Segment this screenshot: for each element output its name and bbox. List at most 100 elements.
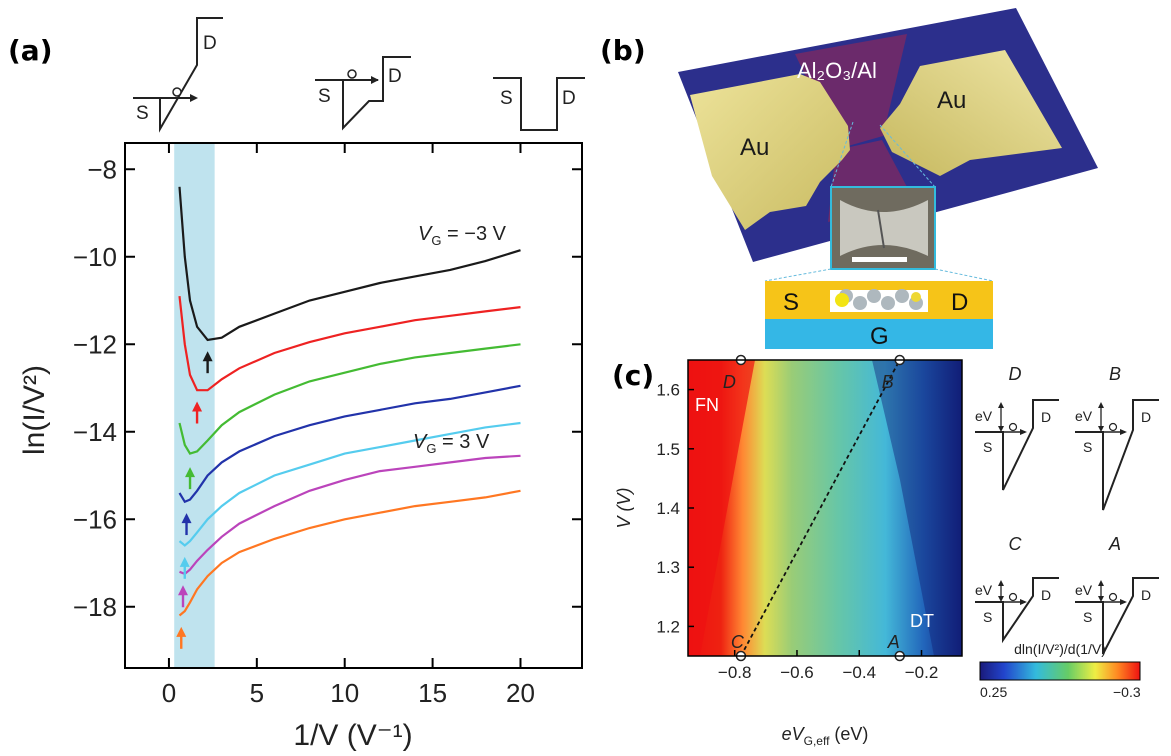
y-tick-label: 1.6 bbox=[656, 381, 680, 400]
min-arrow-1 bbox=[202, 351, 213, 374]
plot-c: −0.8 −0.6 −0.4 −0.2 1.2 1.3 1.4 1.5 1.6 D B C A bbox=[656, 354, 938, 682]
y-tick-label: −14 bbox=[73, 417, 117, 447]
y-tick-label: 1.4 bbox=[656, 499, 680, 518]
inset-letter: C bbox=[1009, 534, 1023, 554]
inset-s-label: S bbox=[1083, 609, 1092, 625]
y-tick-label: −10 bbox=[73, 242, 117, 272]
x-tick-label: −0.8 bbox=[718, 663, 752, 682]
colorbar-title: dln(I/V²)/d(1/V) bbox=[1014, 641, 1106, 657]
inset-d: DeV S D bbox=[975, 364, 1059, 491]
au-left-label: Au bbox=[740, 134, 769, 161]
band-3-d-label: D bbox=[562, 88, 576, 109]
series-line-2 bbox=[178, 295, 521, 392]
device-cross-section bbox=[765, 281, 993, 349]
band-2-s-label: S bbox=[318, 86, 331, 107]
inset-a: AeV S D bbox=[1075, 534, 1159, 655]
inset-electron bbox=[1108, 592, 1118, 602]
colorbar bbox=[979, 661, 1141, 681]
y-tick-label: 1.5 bbox=[656, 440, 680, 459]
inset-ev-head-top bbox=[998, 402, 1004, 408]
al2o3-label: Al₂O₃/Al bbox=[797, 58, 877, 83]
point-label-d: D bbox=[723, 372, 736, 392]
inset-electron bbox=[1008, 422, 1018, 432]
inset-c: CeV S D bbox=[975, 534, 1059, 644]
min-arrow-2 bbox=[192, 401, 203, 424]
cross-section-d: D bbox=[951, 289, 968, 316]
plot-c-frame bbox=[687, 359, 963, 657]
min-arrow-head bbox=[176, 626, 187, 637]
series-line-1 bbox=[178, 186, 521, 342]
inset-electron bbox=[1108, 422, 1118, 432]
min-arrow-head bbox=[185, 467, 196, 478]
inset-letter: D bbox=[1009, 364, 1022, 384]
inset-d-label: D bbox=[1041, 409, 1051, 425]
inset-ev-label: eV bbox=[975, 408, 993, 424]
point-label-b: B bbox=[882, 372, 894, 392]
band-diagram-1 bbox=[133, 17, 223, 133]
inset-d-label: D bbox=[1141, 409, 1151, 425]
colorbar-min: 0.25 bbox=[980, 684, 1007, 700]
inset-arrowhead bbox=[1020, 429, 1027, 435]
series-line-7 bbox=[178, 489, 521, 617]
y-tick-label: −16 bbox=[73, 504, 117, 534]
panel-label-a: (a) bbox=[8, 34, 53, 67]
inset-ev-head-top bbox=[998, 580, 1004, 586]
inset-arrowhead bbox=[1120, 429, 1127, 435]
inset-ev-label: eV bbox=[975, 582, 993, 598]
heatmap bbox=[688, 360, 962, 656]
cross-section-s: S bbox=[783, 289, 799, 316]
inset-d-label: D bbox=[1141, 587, 1151, 603]
series-line-6 bbox=[179, 454, 521, 576]
min-arrow-head bbox=[179, 556, 190, 567]
inset-arrowhead bbox=[1020, 599, 1027, 605]
band-insets: DeV S D BeV S D CeV S D AeV S D bbox=[975, 364, 1159, 655]
x-axis-title-c: eVG,eff (eV) bbox=[782, 724, 869, 748]
x-tick-label: 5 bbox=[250, 678, 264, 708]
inset-s-label: S bbox=[1083, 439, 1092, 455]
min-arrow-7 bbox=[176, 626, 187, 649]
panel-label-c: (c) bbox=[612, 359, 654, 392]
y-tick-label: −12 bbox=[73, 329, 117, 359]
x-tick-label: 0 bbox=[162, 678, 176, 708]
min-arrow-5 bbox=[179, 556, 190, 579]
colorbar-max: −0.3 bbox=[1113, 684, 1141, 700]
region-fn-label: FN bbox=[695, 395, 719, 415]
min-arrow-head bbox=[178, 585, 189, 596]
inset-ev-label: eV bbox=[1075, 408, 1093, 424]
inset-s-label: S bbox=[983, 609, 992, 625]
series-line-4 bbox=[178, 384, 521, 504]
y-tick-label: 1.3 bbox=[656, 558, 680, 577]
x-tick-label: −0.6 bbox=[780, 663, 814, 682]
point-label-c: C bbox=[731, 632, 745, 652]
au-right-label: Au bbox=[937, 87, 966, 114]
x-axis-title-a: 1/V (V⁻¹) bbox=[293, 719, 412, 752]
min-arrow-head bbox=[192, 401, 203, 412]
series-line-3 bbox=[178, 343, 521, 455]
inset-ev-head-bottom bbox=[998, 596, 1004, 602]
min-arrow-3 bbox=[185, 467, 196, 490]
device-image bbox=[678, 8, 1098, 262]
band-2-d-label: D bbox=[388, 66, 402, 87]
y-tick-label: −8 bbox=[87, 154, 117, 184]
x-tick-label: 20 bbox=[506, 678, 535, 708]
point-label-a: A bbox=[887, 632, 900, 652]
label-vg-3: VG = 3 V bbox=[413, 431, 490, 456]
inset-letter: A bbox=[1108, 534, 1121, 554]
y-axis-title-a: ln(I/V²) bbox=[18, 365, 51, 455]
region-dt-label: DT bbox=[910, 611, 934, 631]
panel-label-b: (b) bbox=[600, 34, 646, 67]
inset-b: BeV S D bbox=[1075, 364, 1159, 511]
min-arrow-head bbox=[202, 351, 213, 362]
series-line-5 bbox=[178, 421, 521, 547]
min-arrow-4 bbox=[181, 513, 192, 536]
plot-a-frame bbox=[124, 142, 583, 669]
band-diagram-3 bbox=[493, 77, 585, 131]
band-1-d-label: D bbox=[203, 33, 217, 54]
x-tick-label: 15 bbox=[418, 678, 447, 708]
inset-letter: B bbox=[1109, 364, 1121, 384]
shaded-region bbox=[174, 143, 215, 668]
x-tick-label: −0.4 bbox=[842, 663, 876, 682]
plot-a: 0 5 10 15 20 −18 −16 −14 −12 −10 −8 bbox=[73, 143, 582, 708]
inset-s-label: S bbox=[983, 439, 992, 455]
